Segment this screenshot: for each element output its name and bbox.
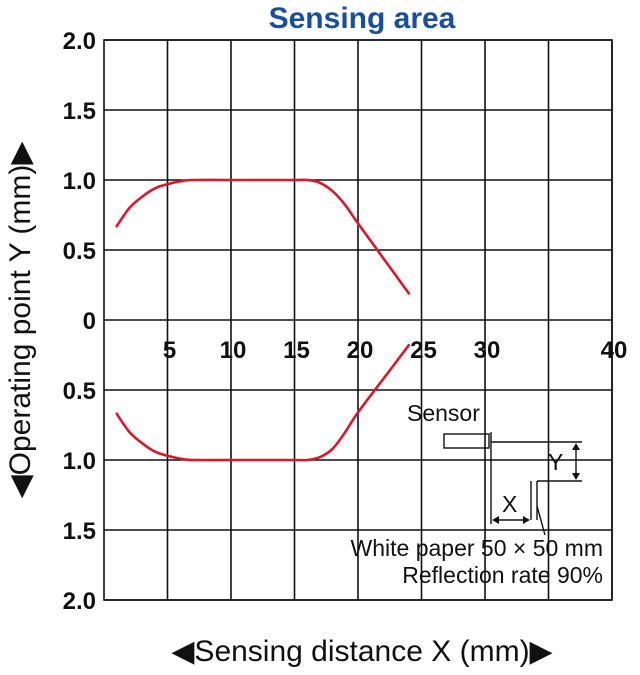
y-tick-label: 1.5 — [63, 98, 96, 125]
y-dimension-label: Y — [548, 449, 563, 475]
y-tick-label: 2.0 — [63, 588, 96, 615]
grid-lines — [103, 39, 613, 601]
paper-note-line1: White paper 50 × 50 mm — [351, 535, 603, 561]
y-tick-label: 2.0 — [63, 28, 96, 55]
y-tick-label: 1.5 — [63, 518, 96, 545]
x-tick-label: 5 — [163, 337, 176, 364]
x-axis-label: ◀Sensing distance X (mm)▶ — [171, 635, 552, 668]
x-tick-label: 30 — [474, 337, 501, 364]
x-tick-label: 15 — [283, 337, 310, 364]
y-tick-label: 0.5 — [63, 238, 96, 265]
x-tick-labels: 5 10 15 20 25 30 40 — [163, 337, 628, 364]
y-arrowhead-top — [572, 443, 580, 450]
chart-title: Sensing area — [269, 2, 456, 35]
y-tick-label: 0 — [83, 308, 96, 335]
x-tick-label: 25 — [410, 337, 437, 364]
y-tick-label: 0.5 — [63, 378, 96, 405]
y-tick-label: 1.0 — [63, 168, 96, 195]
x-tick-label: 40 — [601, 337, 628, 364]
y-arrowhead-bottom — [572, 473, 580, 480]
x-tick-label: 20 — [347, 337, 374, 364]
sensor-label: Sensor — [407, 400, 480, 426]
lower-boundary-curve — [115, 343, 411, 462]
x-arrowhead-left — [492, 516, 499, 524]
x-tick-label: 10 — [220, 337, 247, 364]
y-tick-label: 1.0 — [63, 448, 96, 475]
series-lines — [115, 178, 411, 462]
paper-note-line2: Reflection rate 90% — [402, 562, 603, 588]
x-dimension-label: X — [502, 491, 517, 517]
y-tick-labels: 2.0 1.5 1.0 0.5 0 0.5 1.0 1.5 2.0 — [63, 28, 96, 615]
setup-diagram: Sensor X Y White paper 50 × 50 mm Reflec… — [351, 400, 603, 588]
y-axis-label: ◀Operating point Y (mm)▶ — [4, 142, 37, 499]
x-arrowhead-right — [523, 516, 530, 524]
upper-boundary-curve — [115, 178, 411, 295]
paper-leader-line — [536, 505, 546, 536]
sensor-body — [443, 433, 490, 449]
